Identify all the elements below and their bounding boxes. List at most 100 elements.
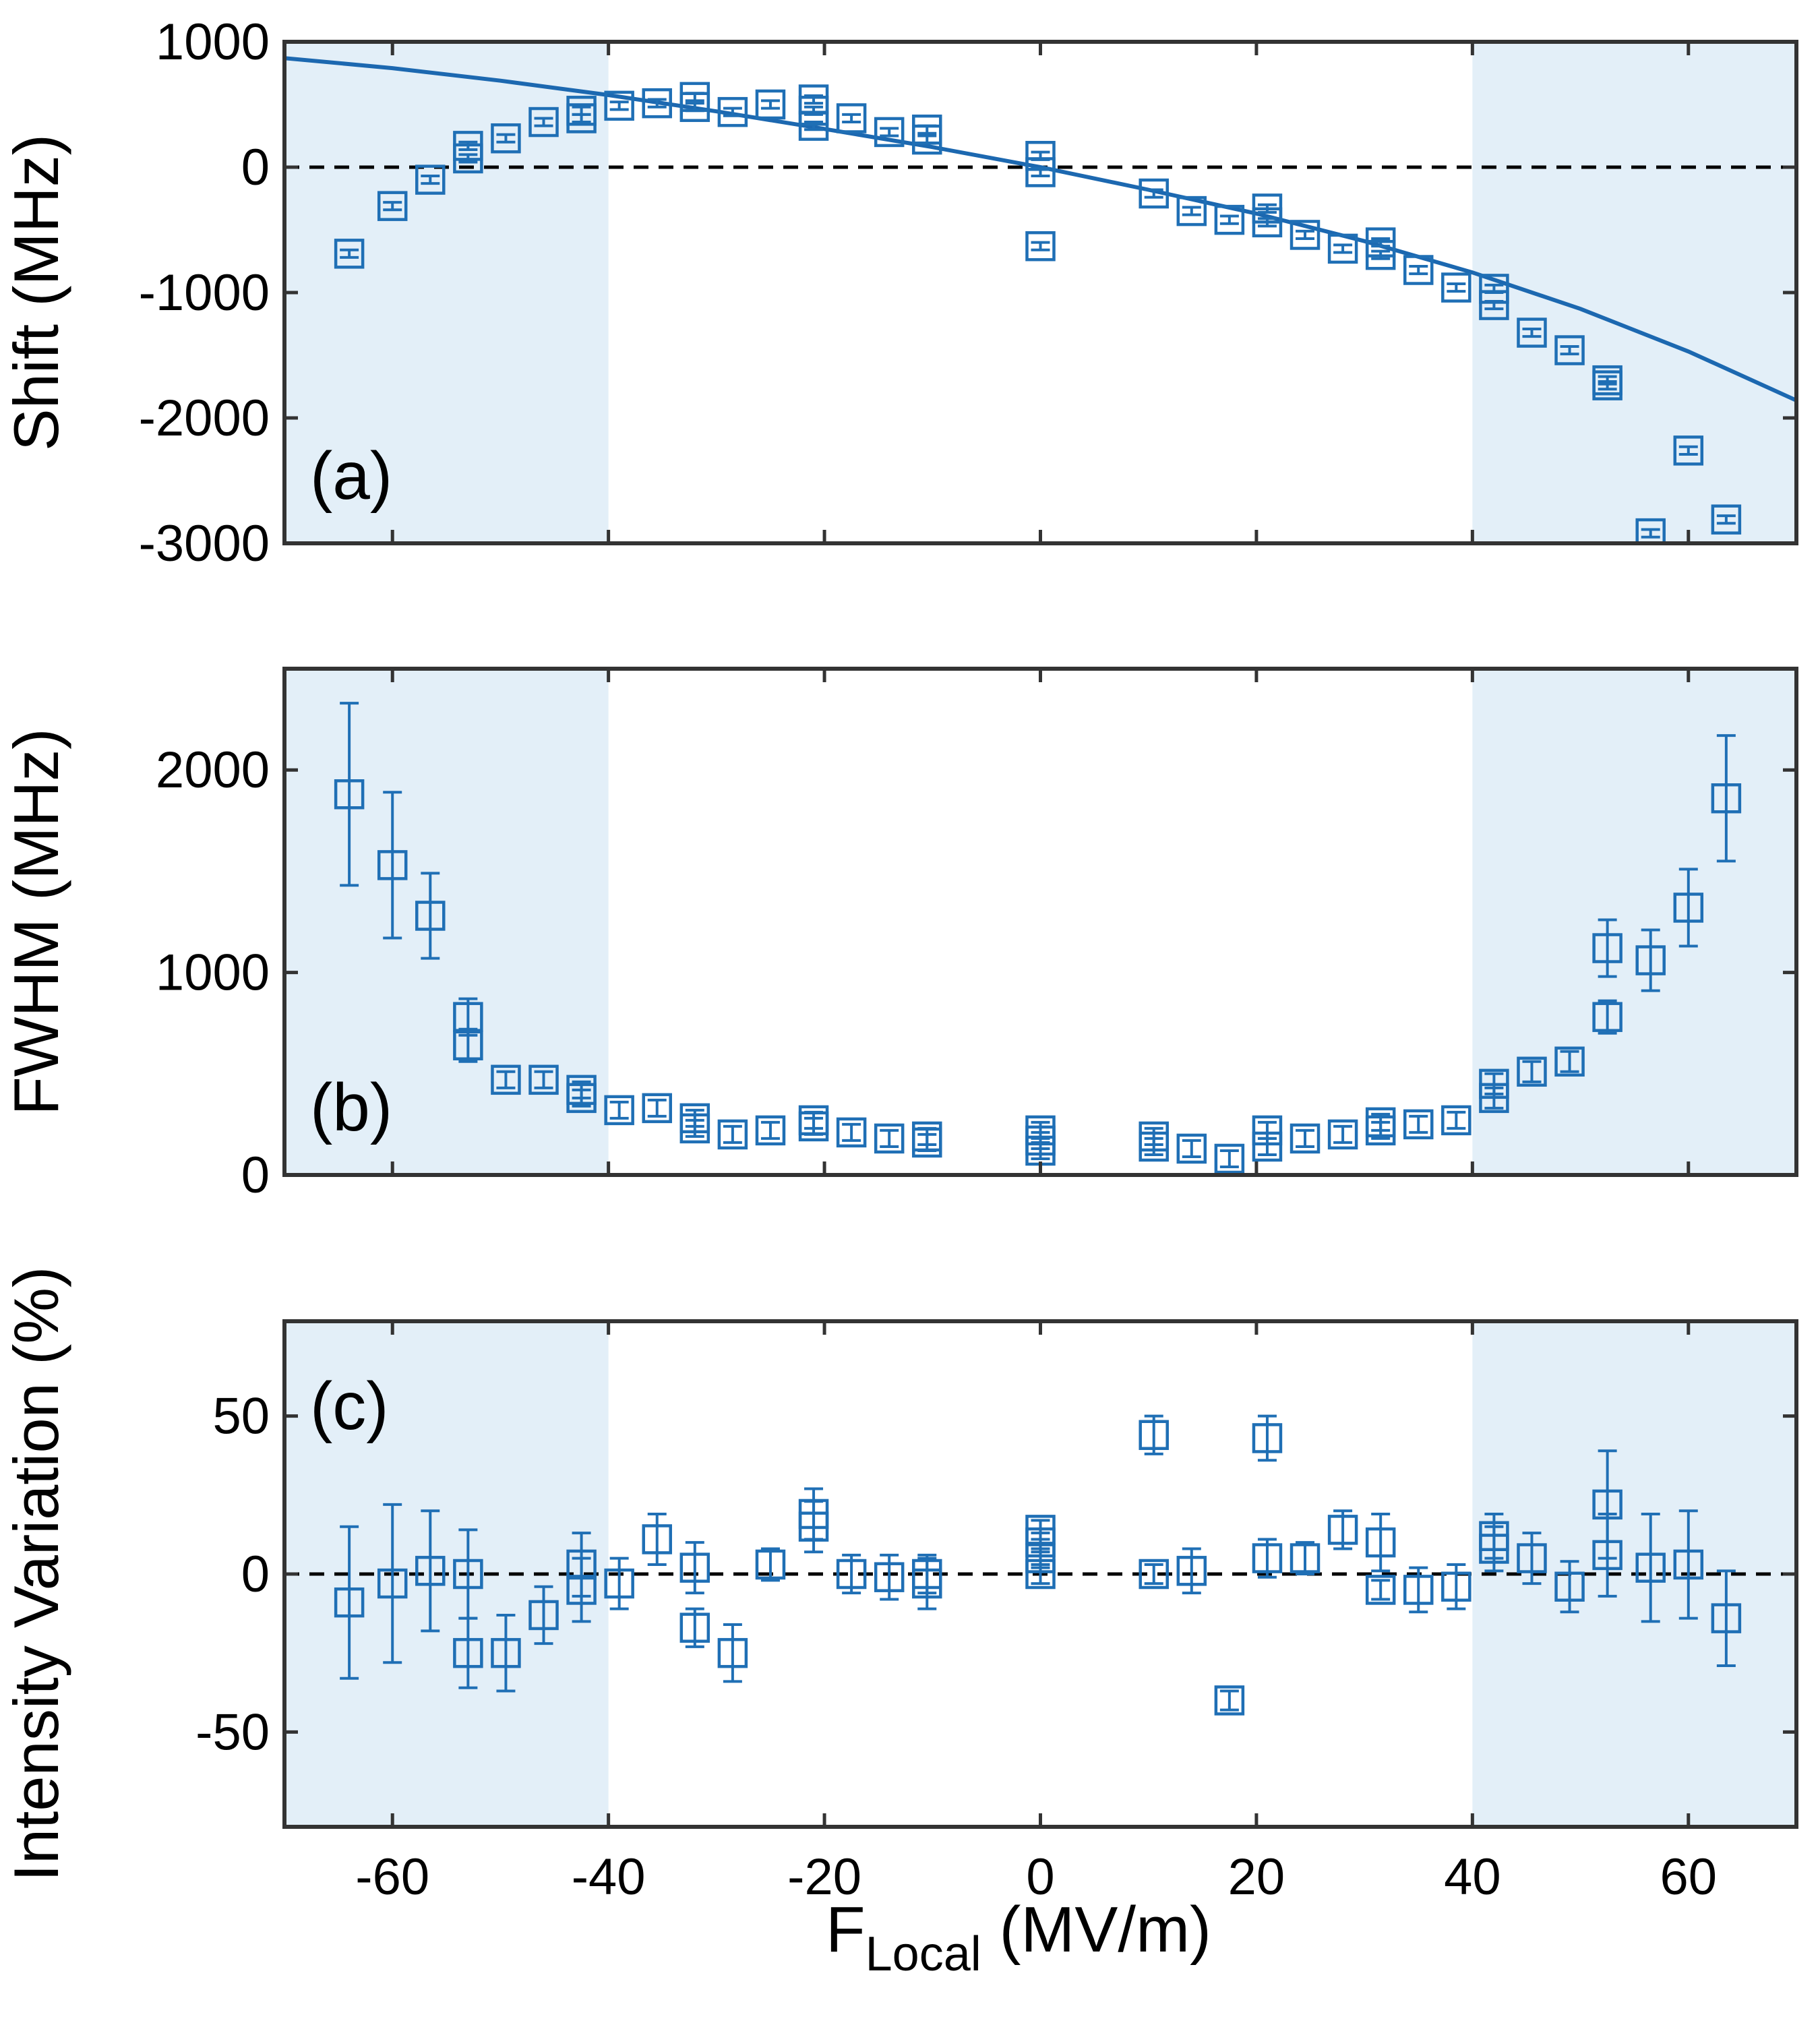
data-point: [1403, 1566, 1434, 1614]
data-point: [1025, 231, 1056, 262]
square-marker: [679, 82, 710, 113]
square-marker: [1176, 1133, 1207, 1164]
square-marker: [836, 103, 867, 133]
data-point: [755, 89, 786, 120]
square-marker: [415, 164, 446, 195]
square-marker: [1403, 1109, 1434, 1140]
data-point: [1592, 999, 1622, 1035]
square-marker: [642, 1093, 672, 1124]
square-marker: [1673, 435, 1704, 466]
data-point: [1517, 318, 1547, 348]
square-marker: [491, 1637, 521, 1668]
square-marker: [1025, 231, 1056, 262]
square-marker: [1517, 1056, 1547, 1087]
square-marker: [1252, 1543, 1283, 1573]
square-marker: [1139, 1121, 1169, 1152]
square-marker: [1290, 220, 1321, 250]
shaded-region: [284, 669, 609, 1175]
y-tick-label: 2000: [156, 742, 270, 799]
data-point: [1214, 1685, 1245, 1716]
data-point: [642, 88, 672, 119]
square-marker: [1592, 933, 1622, 963]
data-point: [1025, 157, 1056, 187]
data-point: [1403, 1109, 1434, 1140]
square-marker: [415, 901, 446, 931]
shaded-region: [1472, 669, 1796, 1175]
data-point: [717, 1119, 748, 1150]
y-tick-label: 0: [241, 1147, 270, 1204]
square-marker: [1252, 1423, 1283, 1453]
square-marker: [1635, 518, 1666, 543]
x-tick-label: -60: [355, 1848, 429, 1906]
panel-label: (a): [310, 438, 392, 514]
data-point: [1252, 1538, 1283, 1579]
data-point: [836, 1553, 867, 1595]
data-point: [1441, 1563, 1472, 1610]
square-marker: [1290, 1123, 1321, 1154]
x-tick-label: -40: [572, 1848, 646, 1906]
data-point: [798, 1105, 829, 1136]
data-point: [1635, 928, 1666, 992]
square-marker: [528, 1064, 559, 1095]
data-point: [1025, 141, 1056, 171]
data-point: [528, 1585, 559, 1645]
square-marker: [1365, 227, 1396, 258]
x-tick-label: 20: [1228, 1848, 1285, 1906]
data-point: [453, 1616, 483, 1689]
data-point: [1365, 227, 1396, 258]
y-tick-label: -2000: [139, 390, 270, 447]
shaded-region: [284, 42, 609, 543]
square-marker: [1517, 318, 1547, 348]
square-marker: [1554, 1046, 1585, 1077]
data-point: [836, 1117, 867, 1148]
x-tick-label: 60: [1660, 1848, 1718, 1906]
square-marker: [798, 1105, 829, 1136]
square-marker: [453, 1637, 483, 1668]
square-marker: [1711, 783, 1742, 814]
data-point: [1176, 1133, 1207, 1164]
data-point: [1176, 195, 1207, 226]
data-point: [717, 1623, 748, 1683]
square-marker: [1327, 1515, 1358, 1545]
plot-area: [284, 56, 1796, 543]
data-point: [1139, 1414, 1169, 1455]
data-point: [1635, 1512, 1666, 1623]
square-marker: [1554, 1571, 1585, 1602]
data-point: [1592, 365, 1622, 396]
data-point: [566, 1532, 597, 1598]
data-point: [566, 1083, 597, 1114]
square-marker: [453, 1030, 483, 1060]
square-marker: [874, 1123, 905, 1154]
square-marker: [604, 90, 634, 121]
data-point: [604, 1556, 634, 1610]
panel-c: 50 0 -50 Intensity Variation (%) (c): [1, 1267, 1798, 1881]
y-tick-label: 0: [241, 1546, 270, 1603]
data-point: [1441, 1105, 1472, 1136]
y-tick-label: -50: [195, 1703, 270, 1761]
square-marker: [334, 779, 365, 810]
data-point: [642, 1512, 672, 1566]
x-axis-label-unit: (MV/m): [981, 1894, 1211, 1966]
square-marker: [642, 88, 672, 119]
square-marker: [1139, 178, 1169, 209]
square-marker: [1290, 1543, 1321, 1573]
square-marker: [1025, 1515, 1056, 1545]
square-marker: [717, 96, 748, 127]
square-marker: [415, 1556, 446, 1586]
data-point: [679, 82, 710, 113]
y-tick-label: 1000: [156, 13, 270, 71]
data-point: [528, 107, 559, 138]
data-point: [755, 1547, 786, 1582]
square-marker: [1365, 1107, 1396, 1138]
square-marker: [334, 239, 365, 269]
data-point: [1290, 1123, 1321, 1154]
square-marker: [1176, 1556, 1207, 1586]
x-tick-label: 40: [1444, 1848, 1501, 1906]
square-marker: [1554, 335, 1585, 365]
square-marker: [1139, 1420, 1169, 1450]
data-point: [1479, 1068, 1509, 1099]
panel-a: 1000 0 -1000 -2000 -3000 Shift (MHz) (a): [1, 13, 1798, 572]
plot-area: [334, 702, 1742, 1174]
data-point: [717, 96, 748, 127]
